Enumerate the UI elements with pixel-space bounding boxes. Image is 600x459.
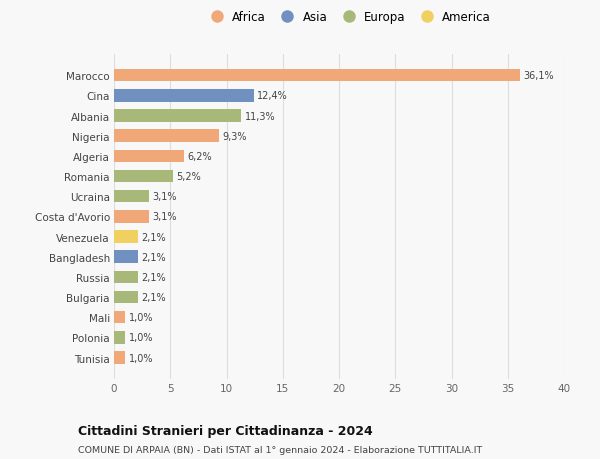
- Text: 1,0%: 1,0%: [128, 313, 153, 323]
- Text: COMUNE DI ARPAIA (BN) - Dati ISTAT al 1° gennaio 2024 - Elaborazione TUTTITALIA.: COMUNE DI ARPAIA (BN) - Dati ISTAT al 1°…: [78, 445, 482, 454]
- Bar: [114, 90, 254, 102]
- Text: 6,2%: 6,2%: [187, 151, 212, 162]
- Text: 1,0%: 1,0%: [128, 333, 153, 342]
- Bar: [114, 190, 149, 203]
- Bar: [114, 231, 137, 243]
- Bar: [114, 170, 173, 183]
- Bar: [114, 110, 241, 123]
- Text: 11,3%: 11,3%: [245, 111, 275, 121]
- Text: 5,2%: 5,2%: [176, 172, 200, 182]
- Bar: [114, 331, 125, 344]
- Bar: [114, 352, 125, 364]
- Bar: [114, 150, 184, 163]
- Bar: [114, 211, 149, 223]
- Text: 3,1%: 3,1%: [152, 212, 177, 222]
- Text: 3,1%: 3,1%: [152, 192, 177, 202]
- Text: 2,1%: 2,1%: [141, 272, 166, 282]
- Text: 1,0%: 1,0%: [128, 353, 153, 363]
- Text: 2,1%: 2,1%: [141, 292, 166, 302]
- Bar: [114, 311, 125, 324]
- Bar: [114, 70, 520, 82]
- Bar: [114, 130, 218, 143]
- Text: 36,1%: 36,1%: [523, 71, 554, 81]
- Text: 2,1%: 2,1%: [141, 252, 166, 262]
- Bar: [114, 251, 137, 263]
- Bar: [114, 271, 137, 284]
- Text: 9,3%: 9,3%: [222, 131, 247, 141]
- Legend: Africa, Asia, Europa, America: Africa, Asia, Europa, America: [200, 6, 496, 28]
- Text: Cittadini Stranieri per Cittadinanza - 2024: Cittadini Stranieri per Cittadinanza - 2…: [78, 425, 373, 437]
- Text: 12,4%: 12,4%: [257, 91, 287, 101]
- Bar: [114, 291, 137, 303]
- Text: 2,1%: 2,1%: [141, 232, 166, 242]
